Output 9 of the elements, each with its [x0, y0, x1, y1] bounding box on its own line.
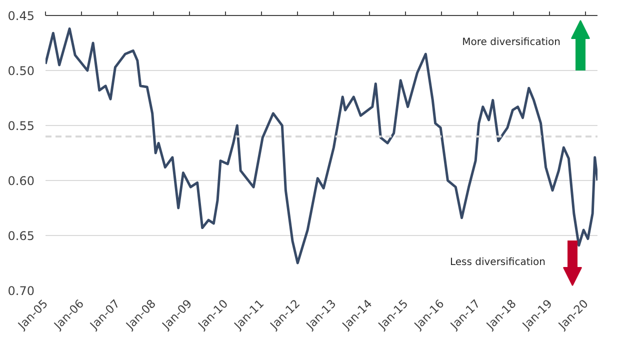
y-tick-label: 0.60	[8, 174, 34, 188]
y-tick-label: 0.50	[8, 64, 34, 78]
line-series	[46, 27, 598, 264]
annotation: Less diversification	[450, 257, 546, 268]
y-tick-label: 0.70	[8, 284, 34, 298]
annotation: More diversification	[462, 37, 561, 48]
y-tick-label: 0.55	[8, 119, 34, 133]
y-tick-label: 0.65	[8, 229, 34, 243]
y-tick-label: 0.45	[8, 9, 34, 23]
